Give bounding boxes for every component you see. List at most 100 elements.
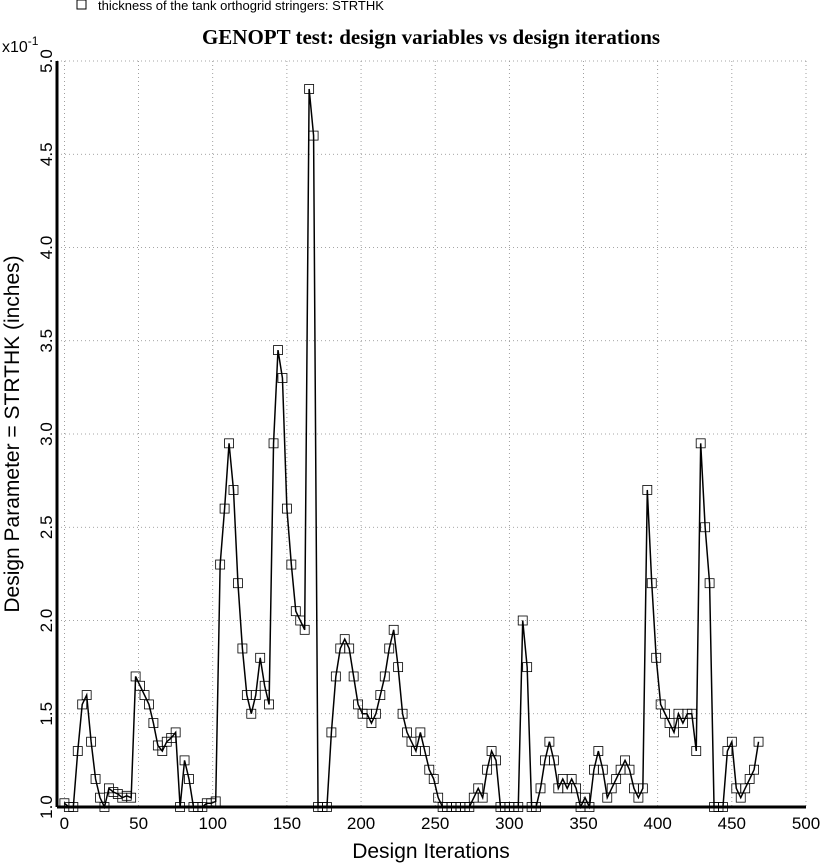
- data-point: [322, 802, 332, 812]
- legend-label: thickness of the tank orthogrid stringer…: [98, 0, 384, 13]
- data-point: [388, 624, 399, 635]
- data-point: [535, 783, 546, 794]
- data-point: [259, 680, 270, 691]
- data-point: [522, 662, 533, 673]
- data-point: [642, 485, 653, 495]
- y-multiplier-exp: -1: [28, 34, 39, 48]
- data-point: [393, 662, 404, 673]
- data-point: [330, 671, 341, 682]
- data-point: [233, 578, 243, 589]
- data-point: [90, 774, 101, 784]
- data-point: [695, 438, 706, 449]
- series-line: [63, 88, 760, 810]
- data-point: [126, 792, 137, 803]
- x-tick-label: 300: [495, 814, 523, 833]
- data-point: [72, 746, 83, 756]
- data-point: [308, 130, 319, 141]
- data-point: [571, 783, 582, 794]
- data-point: [544, 736, 555, 747]
- y-tick-label: 3.0: [37, 422, 56, 446]
- x-tick-label: 250: [421, 814, 449, 833]
- data-point: [170, 727, 181, 738]
- y-tick-label: 2.0: [37, 609, 56, 633]
- data-point: [326, 727, 337, 738]
- data-point: [477, 792, 488, 803]
- data-point: [277, 373, 288, 383]
- y-multiplier-base: x10: [2, 39, 28, 56]
- x-tick-label: 200: [347, 814, 375, 833]
- data-point: [384, 643, 395, 654]
- data-point: [593, 746, 604, 756]
- data-point: [273, 345, 283, 355]
- data-point: [726, 736, 737, 747]
- data-point: [224, 438, 234, 449]
- data-point: [624, 764, 635, 775]
- x-tick-label: 0: [60, 814, 69, 833]
- x-tick-label: 450: [718, 814, 746, 833]
- data-point: [86, 736, 97, 747]
- data-point: [531, 802, 541, 812]
- data-point: [669, 727, 679, 738]
- data-point: [68, 802, 79, 812]
- data-point: [379, 671, 390, 682]
- x-tick-label: 350: [569, 814, 597, 833]
- data-point: [184, 774, 194, 784]
- data-point: [651, 652, 662, 663]
- y-tick-label: 1.0: [37, 795, 56, 819]
- y-tick-label: 3.5: [37, 329, 56, 353]
- data-point: [375, 690, 386, 700]
- data-point: [584, 802, 595, 812]
- x-tick-label: 500: [792, 814, 820, 833]
- data-point: [718, 802, 728, 812]
- data-point: [370, 708, 381, 719]
- x-tick-label: 50: [129, 814, 148, 833]
- data-point: [268, 438, 279, 449]
- data-point: [517, 615, 528, 626]
- data-point: [237, 643, 248, 654]
- data-point: [281, 503, 292, 514]
- data-point: [513, 802, 524, 812]
- y-tick-label: 5.0: [37, 49, 56, 73]
- data-point: [286, 559, 297, 570]
- data-point: [637, 783, 648, 794]
- legend-marker: [76, 0, 87, 10]
- data-point: [81, 690, 92, 700]
- data-point: [415, 727, 426, 738]
- data-point: [255, 652, 266, 663]
- data-point: [215, 559, 226, 570]
- y-tick-label: 4.5: [37, 142, 56, 166]
- chart-title: GENOPT test: design variables vs design …: [202, 25, 660, 49]
- data-point: [348, 671, 359, 682]
- data-point: [428, 774, 439, 784]
- data-point: [246, 708, 257, 719]
- data-point: [219, 503, 230, 514]
- data-point: [148, 718, 159, 728]
- y-tick-label: 1.5: [37, 702, 56, 726]
- x-tick-label: 400: [643, 814, 671, 833]
- data-point: [264, 699, 274, 710]
- x-tick-label: 150: [273, 814, 301, 833]
- data-point: [646, 578, 657, 589]
- y-tick-label: 4.0: [37, 236, 56, 260]
- data-point: [548, 755, 559, 766]
- y-axis-label: Design Parameter = STRTHK (inches): [1, 255, 24, 612]
- data-point: [250, 690, 261, 700]
- data-point: [419, 746, 430, 756]
- y-multiplier: x10-1: [2, 34, 39, 56]
- data-point: [175, 802, 186, 812]
- data-point: [482, 764, 493, 775]
- data-point: [691, 746, 702, 756]
- data-point: [397, 708, 408, 719]
- data-point: [704, 578, 715, 589]
- data-point: [299, 624, 310, 635]
- data-point: [144, 699, 154, 710]
- x-axis-label: Design Iterations: [352, 840, 510, 863]
- data-point: [491, 755, 501, 766]
- data-point: [179, 755, 190, 766]
- y-tick-label: 2.5: [37, 515, 56, 539]
- data-point: [99, 802, 110, 812]
- data-point: [228, 485, 239, 495]
- data-point: [597, 764, 608, 775]
- data-point: [749, 764, 759, 775]
